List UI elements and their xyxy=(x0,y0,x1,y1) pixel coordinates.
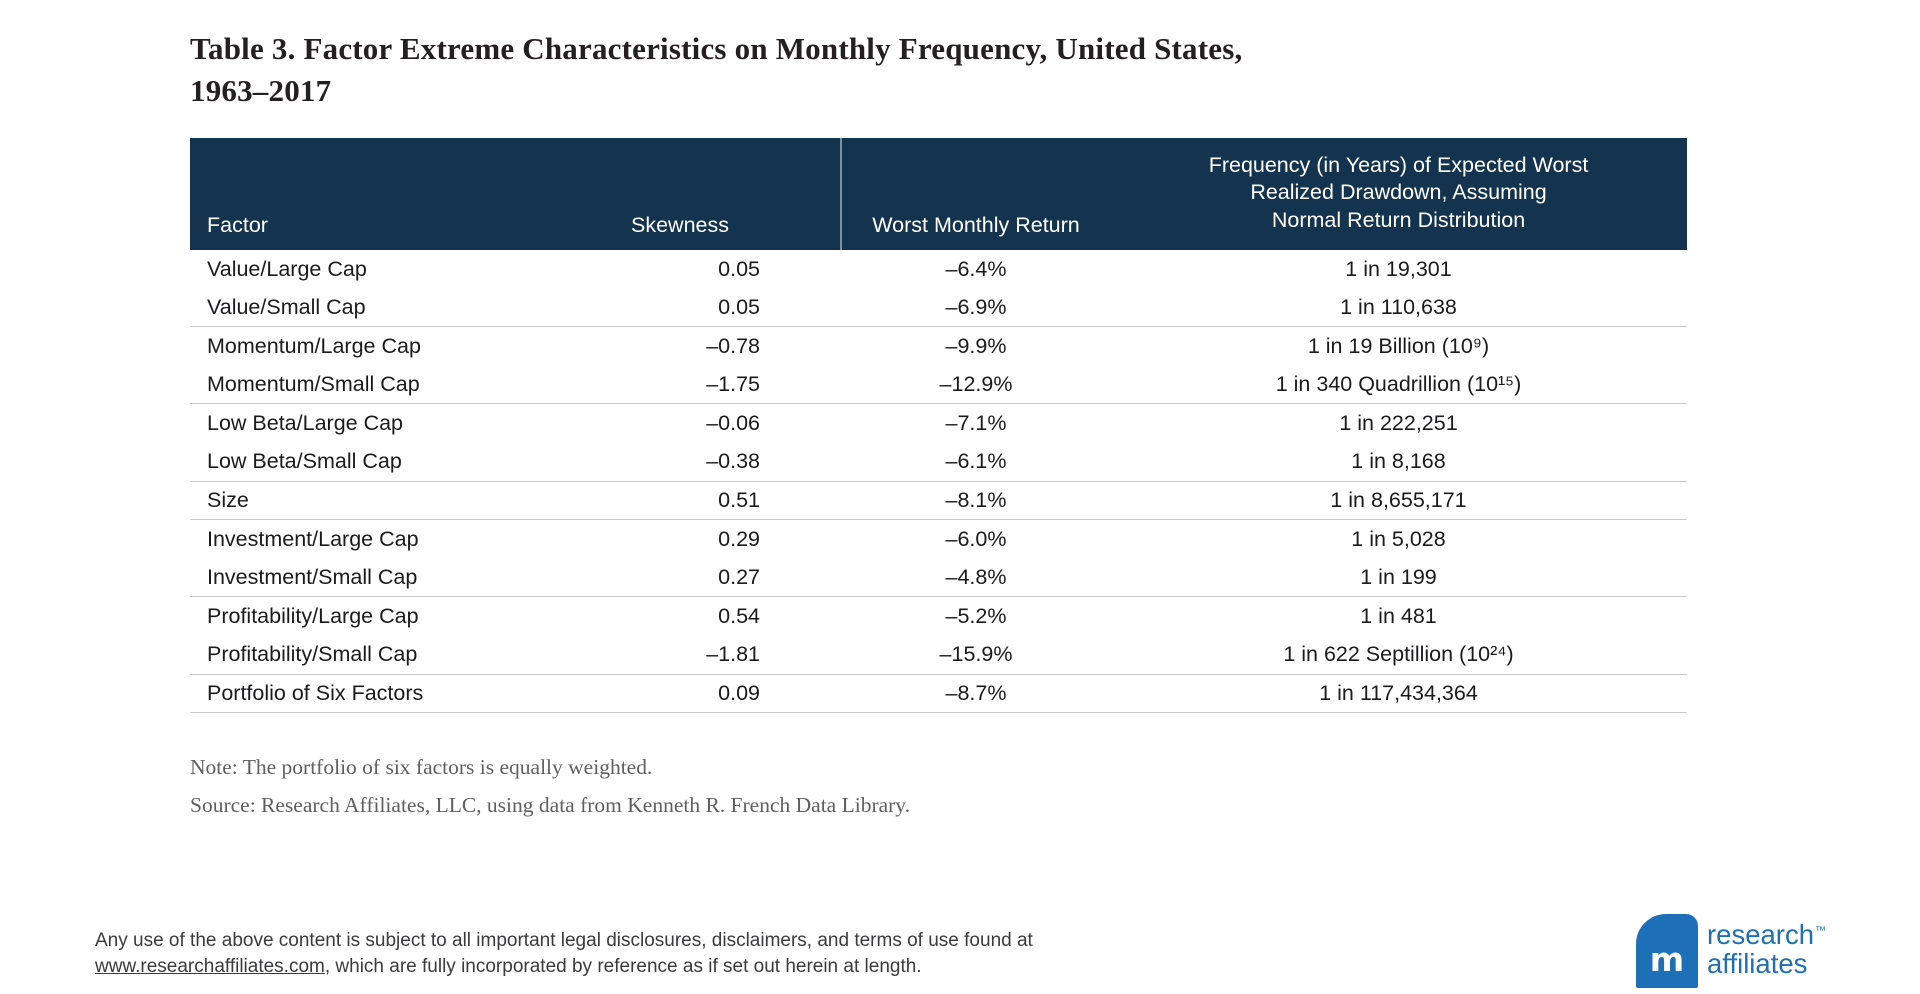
source-text: Source: Research Affiliates, LLC, using … xyxy=(190,793,911,817)
frequency-cell: 1 in 19,301 xyxy=(1345,256,1452,281)
legal-line2: www.researchaffiliates.com, which are fu… xyxy=(95,954,1195,980)
logo-mark-icon: m xyxy=(1636,914,1698,988)
skewness-cell: –0.38 xyxy=(706,449,760,474)
factor-cell: Profitability/Large Cap xyxy=(207,604,419,629)
frequency-cell: 1 in 19 Billion (10⁹) xyxy=(1307,333,1490,358)
frequency-cell: 1 in 110,638 xyxy=(1340,294,1457,319)
factor-cell: Value/Small Cap xyxy=(207,294,366,319)
logo-monogram: m xyxy=(1649,940,1685,979)
worst-monthly-return-cell: –9.9% xyxy=(945,333,1007,358)
column-header-worst-monthly-return: Worst Monthly Return xyxy=(872,213,1080,237)
table-row: Momentum/Large Cap –0.78 –9.9% 1 in 19 B… xyxy=(190,327,1687,366)
table-header: Factor Skewness Worst Monthly Return Fre… xyxy=(190,138,1687,250)
note-text: Note: The portfolio of six factors is eq… xyxy=(190,755,653,779)
worst-monthly-return-cell: –8.1% xyxy=(945,487,1007,512)
table-row: Value/Small Cap 0.05 –6.9% 1 in 110,638 xyxy=(190,289,1687,328)
worst-monthly-return-cell: –15.9% xyxy=(939,642,1013,667)
column-header-skewness: Skewness xyxy=(520,138,842,250)
worst-monthly-return-cell: –6.4% xyxy=(945,256,1007,281)
worst-monthly-return-cell: –12.9% xyxy=(939,372,1013,397)
table-row: Low Beta/Small Cap –0.38 –6.1% 1 in 8,16… xyxy=(190,443,1687,482)
worst-monthly-return-cell: –4.8% xyxy=(945,565,1007,590)
logo-wordmark-line2: affiliates xyxy=(1707,948,1808,980)
table-row: Portfolio of Six Factors 0.09 –8.7% 1 in… xyxy=(190,675,1687,714)
worst-monthly-return-cell: –6.1% xyxy=(945,449,1007,474)
skewness-cell: 0.29 xyxy=(718,526,760,551)
factor-cell: Low Beta/Small Cap xyxy=(207,449,402,474)
skewness-cell: 0.05 xyxy=(718,294,760,319)
frequency-cell: 1 in 222,251 xyxy=(1339,411,1458,436)
factor-table: Factor Skewness Worst Monthly Return Fre… xyxy=(190,138,1687,714)
legal-line1: Any use of the above content is subject … xyxy=(95,930,1033,951)
factor-cell: Size xyxy=(207,487,249,512)
skewness-cell: –1.75 xyxy=(706,372,760,397)
table-row: Investment/Small Cap 0.27 –4.8% 1 in 199 xyxy=(190,559,1687,598)
table-title-line1: Table 3. Factor Extreme Characteristics … xyxy=(190,31,1243,66)
skewness-cell: –0.78 xyxy=(706,333,760,358)
factor-cell: Low Beta/Large Cap xyxy=(207,411,404,436)
research-affiliates-logo: m research™ affiliates xyxy=(1636,914,1826,988)
factor-cell: Profitability/Small Cap xyxy=(207,642,418,667)
table-row: Low Beta/Large Cap –0.06 –7.1% 1 in 222,… xyxy=(190,404,1687,443)
table-notes: Note: The portfolio of six factors is eq… xyxy=(190,755,910,831)
table-title: Table 3. Factor Extreme Characteristics … xyxy=(190,28,1470,111)
skewness-cell: –0.06 xyxy=(706,411,760,436)
factor-cell: Momentum/Small Cap xyxy=(207,372,420,397)
worst-monthly-return-cell: –8.7% xyxy=(945,680,1007,705)
factor-cell: Investment/Small Cap xyxy=(207,565,418,590)
skewness-cell: 0.27 xyxy=(718,565,760,590)
table-row: Profitability/Large Cap 0.54 –5.2% 1 in … xyxy=(190,597,1687,636)
logo-wordmark: research™ affiliates xyxy=(1707,914,1826,978)
frequency-cell: 1 in 8,655,171 xyxy=(1330,487,1467,512)
frequency-cell: 1 in 117,434,364 xyxy=(1319,680,1478,705)
worst-monthly-return-cell: –6.0% xyxy=(945,526,1007,551)
worst-monthly-return-cell: –7.1% xyxy=(945,411,1007,436)
worst-monthly-return-cell: –6.9% xyxy=(945,294,1007,319)
worst-monthly-return-cell: –5.2% xyxy=(945,604,1007,629)
column-header-frequency: Frequency (in Years) of Expected Worst R… xyxy=(1208,152,1589,232)
frequency-cell: 1 in 622 Septillion (10²⁴) xyxy=(1283,642,1514,667)
skewness-cell: 0.05 xyxy=(718,256,760,281)
table-row: Momentum/Small Cap –1.75 –12.9% 1 in 340… xyxy=(190,366,1687,405)
frequency-cell: 1 in 481 xyxy=(1360,604,1437,629)
factor-cell: Portfolio of Six Factors xyxy=(207,680,424,705)
legal-line2-after: , which are fully incorporated by refere… xyxy=(324,956,922,978)
trademark-symbol: ™ xyxy=(1815,924,1826,937)
factor-cell: Investment/Large Cap xyxy=(207,526,419,551)
table-row: Value/Large Cap 0.05 –6.4% 1 in 19,301 xyxy=(190,250,1687,289)
frequency-cell: 1 in 199 xyxy=(1360,565,1437,590)
column-header-factor: Factor xyxy=(207,213,268,237)
table-row: Size 0.51 –8.1% 1 in 8,655,171 xyxy=(190,482,1687,521)
skewness-cell: 0.54 xyxy=(718,604,760,629)
table-title-line2: 1963–2017 xyxy=(190,72,332,108)
skewness-cell: 0.51 xyxy=(718,487,760,512)
frequency-cell: 1 in 340 Quadrillion (10¹⁵) xyxy=(1275,372,1522,397)
table-body: Value/Large Cap 0.05 –6.4% 1 in 19,301 V… xyxy=(190,250,1687,714)
logo-word-research: research xyxy=(1707,919,1814,950)
factor-cell: Momentum/Large Cap xyxy=(207,333,421,358)
table-row: Profitability/Small Cap –1.81 –15.9% 1 i… xyxy=(190,636,1687,675)
frequency-cell: 1 in 8,168 xyxy=(1351,449,1446,474)
factor-cell: Value/Large Cap xyxy=(207,256,367,281)
legal-disclaimer: Any use of the above content is subject … xyxy=(95,928,1195,980)
researchaffiliates-link[interactable]: www.researchaffiliates.com xyxy=(95,956,325,978)
skewness-cell: –1.81 xyxy=(706,642,760,667)
frequency-cell: 1 in 5,028 xyxy=(1351,526,1446,551)
table-row: Investment/Large Cap 0.29 –6.0% 1 in 5,0… xyxy=(190,520,1687,559)
skewness-cell: 0.09 xyxy=(718,680,760,705)
logo-wordmark-line1: research™ xyxy=(1707,920,1826,949)
